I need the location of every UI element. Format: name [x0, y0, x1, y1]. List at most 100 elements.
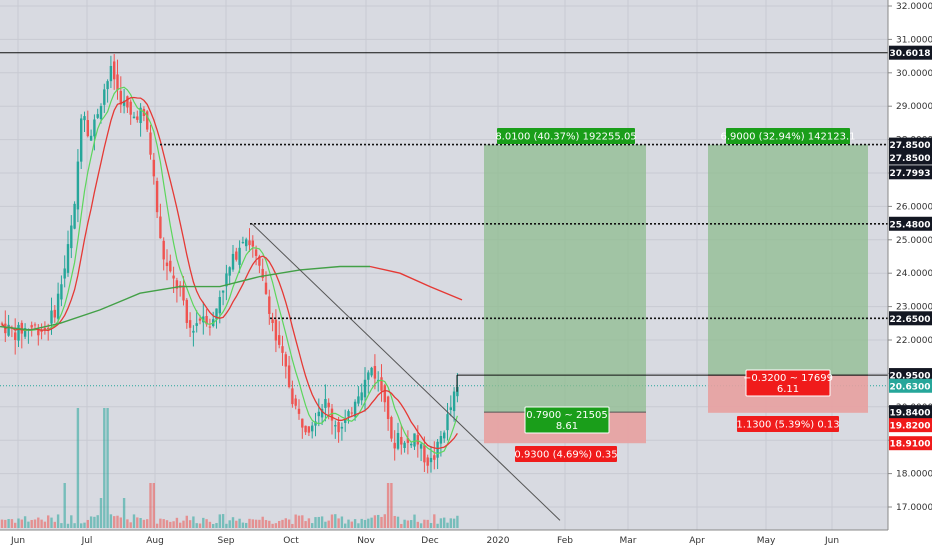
- price-label: 30.6018: [889, 45, 932, 60]
- volume-bar: [146, 519, 149, 528]
- candle-body: [416, 435, 419, 445]
- volume-bar: [344, 523, 347, 528]
- loss-label-2: 1.1300 (5.39%) 0.13: [736, 416, 840, 432]
- volume-bar: [165, 520, 169, 528]
- y-tick-label: 26.0000: [896, 202, 932, 212]
- candle-body: [301, 418, 304, 428]
- candle-body: [33, 324, 37, 326]
- profit-label-1-text: 8.0100 (40.37%) 192255.05: [495, 132, 636, 143]
- candle-body: [386, 396, 390, 420]
- volume-bar: [172, 521, 175, 528]
- candle-body: [20, 322, 23, 334]
- candle-body: [228, 267, 231, 276]
- candle-body: [60, 284, 63, 300]
- candle-body: [251, 240, 254, 247]
- candle-body: [304, 425, 307, 433]
- entry-label-2-text: −0.3200 ~ 17699: [743, 373, 833, 384]
- price-label: 20.6300: [889, 378, 932, 393]
- candle-body: [70, 225, 73, 249]
- candle-body: [37, 330, 40, 336]
- volume-bar: [175, 517, 179, 528]
- svg-text:27.8500: 27.8500: [890, 154, 931, 164]
- svg-text:30.6018: 30.6018: [890, 49, 931, 59]
- candle-body: [452, 391, 456, 412]
- volume-bar: [195, 523, 198, 528]
- volume-bar: [307, 518, 311, 528]
- volume-bar: [241, 522, 245, 528]
- volume-bar: [122, 498, 126, 528]
- volume-bar: [0, 519, 4, 528]
- volume-bar: [60, 523, 63, 528]
- candle-body: [284, 354, 287, 367]
- volume-bar: [452, 518, 456, 528]
- volume-bar: [47, 515, 50, 528]
- candle-body: [116, 74, 119, 91]
- volume-bar: [192, 516, 195, 528]
- candle-body: [73, 203, 76, 229]
- volume-bar: [330, 514, 334, 528]
- volume-bar: [439, 518, 443, 528]
- price-label: 19.8400: [889, 405, 932, 420]
- volume-bar: [419, 523, 423, 528]
- volume-bar: [281, 519, 284, 528]
- candle-body: [274, 319, 278, 341]
- time-axis[interactable]: Jun Jul Aug Sep Oct Nov Dec 2020 Feb Mar Apr May Jun: [0, 529, 888, 546]
- x-tick-label: Nov: [357, 536, 375, 546]
- svg-text:20.6300: 20.6300: [890, 382, 931, 392]
- candle-body: [221, 290, 225, 293]
- candle-body: [99, 106, 103, 120]
- y-tick-label: 18.0000: [896, 470, 932, 480]
- volume-bar: [159, 518, 162, 528]
- volume-bar: [456, 515, 459, 528]
- candle-body: [172, 275, 175, 279]
- volume-bar: [70, 515, 73, 528]
- candle-body: [400, 436, 403, 445]
- x-tick-label: May: [757, 536, 776, 546]
- volume-bar: [179, 522, 182, 528]
- profit-zone-2: [708, 144, 868, 376]
- candle-body: [307, 426, 311, 433]
- candle-body: [218, 297, 221, 314]
- candle-body: [377, 379, 380, 381]
- y-tick-label: 17.0000: [896, 503, 932, 513]
- candle-body: [370, 367, 373, 376]
- candle-body: [7, 324, 10, 336]
- volume-bar: [113, 516, 116, 528]
- candle-body: [106, 81, 109, 90]
- volume-bar: [311, 523, 314, 528]
- candle-body: [357, 396, 360, 404]
- volume-bar: [278, 520, 281, 528]
- volume-bar: [353, 519, 357, 528]
- candle-body: [17, 324, 20, 341]
- volume-bar: [119, 517, 122, 528]
- svg-text:27.8500: 27.8500: [890, 141, 931, 151]
- profit-label-2: 6.9000 (32.94%) 142123.1: [721, 128, 856, 144]
- volume-bar: [162, 519, 165, 528]
- volume-bar: [294, 514, 297, 528]
- volume-bar: [416, 521, 419, 528]
- trend-line: [251, 223, 561, 521]
- y-tick-label: 25.0000: [896, 236, 932, 246]
- x-tick-label: Mar: [620, 536, 637, 546]
- candle-body: [149, 132, 152, 155]
- volume-bar: [360, 518, 363, 528]
- x-tick-label: Oct: [283, 536, 299, 546]
- volume-bar: [231, 517, 235, 528]
- price-axis[interactable]: 17.000018.000019.000020.000021.000022.00…: [887, 0, 932, 530]
- volume-bar: [33, 519, 37, 528]
- volume-bar: [27, 521, 30, 528]
- candle-body: [113, 61, 116, 80]
- volume-bar: [370, 517, 373, 528]
- volume-bar: [17, 518, 20, 528]
- volume-bar: [7, 519, 10, 528]
- volume-bar: [212, 523, 215, 528]
- svg-text:19.8200: 19.8200: [890, 422, 931, 432]
- y-tick-label: 24.0000: [896, 269, 932, 279]
- volume-bar: [80, 523, 83, 528]
- candle-body: [294, 398, 297, 406]
- candle-body: [83, 116, 86, 121]
- volume-bar: [73, 523, 76, 528]
